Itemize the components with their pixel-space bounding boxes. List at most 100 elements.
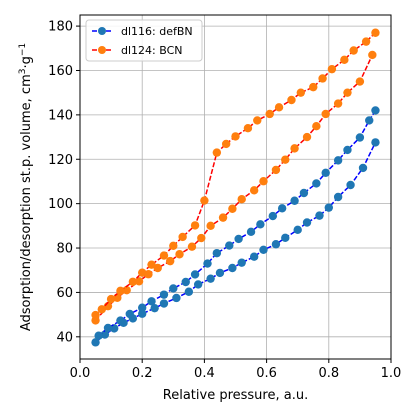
data-point-bcn-desorption bbox=[212, 148, 222, 157]
data-point-bcn-desorption bbox=[243, 123, 253, 133]
data-point-bcn-adsorption bbox=[206, 221, 215, 231]
data-point-defbn-adsorption bbox=[91, 338, 100, 347]
data-point-bcn-desorption bbox=[287, 95, 296, 105]
y-tick-label: 180 bbox=[48, 20, 73, 35]
axis-ticks: 0.0 0.2 0.4 0.6 0.8 1.0 40 60 80 100 120 140 160 180 bbox=[48, 20, 401, 381]
data-point-bcn-desorption bbox=[116, 286, 125, 296]
x-tick-label: 0.0 bbox=[70, 366, 91, 381]
data-point-defbn-desorption bbox=[290, 196, 299, 205]
data-point-bcn-adsorption bbox=[321, 109, 330, 119]
legend: dl116: defBN dl124: BCN bbox=[85, 19, 203, 62]
data-point-bcn-desorption bbox=[147, 260, 156, 269]
data-point-bcn-desorption bbox=[200, 196, 209, 205]
data-point-bcn-desorption bbox=[349, 46, 358, 55]
data-point-bcn-adsorption bbox=[281, 155, 290, 164]
data-point-bcn-desorption bbox=[296, 88, 306, 97]
data-point-defbn-desorption bbox=[212, 248, 222, 258]
data-point-defbn-desorption bbox=[256, 220, 265, 229]
data-point-bcn-desorption bbox=[178, 232, 187, 242]
data-point-defbn-desorption bbox=[355, 133, 365, 142]
data-point-defbn-desorption bbox=[203, 259, 212, 268]
data-point-bcn-desorption bbox=[91, 310, 100, 320]
data-point-bcn-desorption bbox=[265, 109, 274, 119]
data-point-bcn-adsorption bbox=[355, 77, 365, 86]
data-point-defbn-desorption bbox=[169, 284, 178, 293]
data-point-bcn-desorption bbox=[97, 305, 106, 314]
data-point-defbn-adsorption bbox=[100, 330, 110, 339]
data-point-defbn-adsorption bbox=[215, 268, 225, 278]
data-point-bcn-adsorption bbox=[197, 233, 206, 243]
data-point-defbn-adsorption bbox=[293, 225, 302, 235]
data-point-defbn-desorption bbox=[312, 179, 321, 188]
data-point-defbn-adsorption bbox=[324, 203, 333, 212]
data-point-defbn-desorption bbox=[234, 234, 243, 244]
data-point-bcn-adsorption bbox=[312, 121, 321, 131]
data-point-defbn-desorption bbox=[277, 204, 287, 213]
data-point-bcn-adsorption bbox=[237, 195, 246, 204]
data-point-bcn-desorption bbox=[340, 55, 349, 65]
data-point-bcn-desorption bbox=[138, 268, 147, 277]
data-point-defbn-desorption bbox=[147, 297, 156, 306]
data-point-bcn-adsorption bbox=[187, 242, 197, 251]
x-tick-label: 0.2 bbox=[132, 366, 153, 381]
data-point-bcn-desorption bbox=[221, 139, 231, 149]
data-point-defbn-desorption bbox=[321, 168, 330, 177]
data-point-bcn-adsorption bbox=[165, 256, 175, 266]
data-point-defbn-adsorption bbox=[228, 263, 237, 273]
data-point-defbn-desorption bbox=[225, 241, 234, 250]
data-point-bcn-desorption bbox=[231, 132, 240, 141]
data-point-defbn-adsorption bbox=[150, 303, 159, 313]
data-point-defbn-desorption bbox=[333, 156, 343, 165]
data-point-bcn-desorption bbox=[371, 28, 380, 37]
data-point-bcn-desorption bbox=[361, 37, 371, 46]
data-point-bcn-desorption bbox=[190, 221, 200, 230]
data-point-bcn-adsorption bbox=[228, 204, 237, 213]
data-point-defbn-adsorption bbox=[193, 280, 203, 289]
y-tick-label: 120 bbox=[48, 153, 73, 168]
data-point-defbn-desorption bbox=[343, 145, 352, 155]
data-point-defbn-desorption bbox=[94, 331, 103, 340]
data-point-defbn-adsorption bbox=[237, 258, 246, 267]
data-point-defbn-adsorption bbox=[249, 252, 259, 261]
data-point-bcn-desorption bbox=[274, 103, 284, 112]
y-tick-label: 160 bbox=[48, 64, 73, 79]
data-point-bcn-desorption bbox=[169, 241, 178, 251]
data-point-defbn-adsorption bbox=[302, 218, 312, 227]
data-point-bcn-adsorption bbox=[271, 165, 281, 175]
data-point-bcn-desorption bbox=[253, 116, 262, 125]
data-point-bcn-desorption bbox=[159, 251, 169, 260]
data-point-defbn-desorption bbox=[190, 270, 200, 279]
y-axis-label: Adsorption/desorption st.p. volume, cm3·… bbox=[18, 43, 34, 331]
data-point-defbn-adsorption bbox=[358, 163, 368, 173]
data-point-defbn-desorption bbox=[365, 116, 374, 125]
data-point-bcn-adsorption bbox=[290, 144, 299, 153]
x-tick-label: 0.4 bbox=[194, 366, 215, 381]
data-point-bcn-adsorption bbox=[153, 263, 162, 273]
plot-area bbox=[91, 28, 380, 347]
data-point-defbn-desorption bbox=[138, 303, 147, 312]
data-point-defbn-desorption bbox=[268, 211, 278, 221]
data-point-bcn-adsorption bbox=[259, 177, 268, 186]
legend-box bbox=[85, 19, 203, 62]
data-point-bcn-adsorption bbox=[368, 50, 377, 60]
data-point-defbn-desorption bbox=[246, 227, 256, 237]
data-point-bcn-adsorption bbox=[218, 213, 228, 222]
data-point-defbn-desorption bbox=[159, 290, 169, 299]
data-point-defbn-desorption bbox=[299, 188, 309, 198]
data-point-bcn-adsorption bbox=[302, 132, 312, 142]
data-point-bcn-adsorption bbox=[122, 286, 131, 295]
y-axis-label-sup-2: −1 bbox=[18, 43, 28, 56]
series-line-bcn-desorption bbox=[95, 32, 376, 316]
y-axis-label-main: Adsorption/desorption st.p. volume, cm bbox=[19, 74, 34, 331]
x-tick-label: 0.8 bbox=[318, 366, 339, 381]
y-tick-label: 60 bbox=[56, 286, 73, 301]
y-tick-label: 80 bbox=[56, 242, 73, 257]
data-point-defbn-adsorption bbox=[271, 240, 281, 249]
data-point-bcn-adsorption bbox=[175, 250, 184, 259]
data-point-defbn-adsorption bbox=[184, 287, 194, 296]
legend-label-bcn: dl124: BCN bbox=[121, 44, 183, 57]
legend-marker-bcn bbox=[98, 46, 106, 54]
legend-marker-defbn bbox=[98, 27, 106, 35]
